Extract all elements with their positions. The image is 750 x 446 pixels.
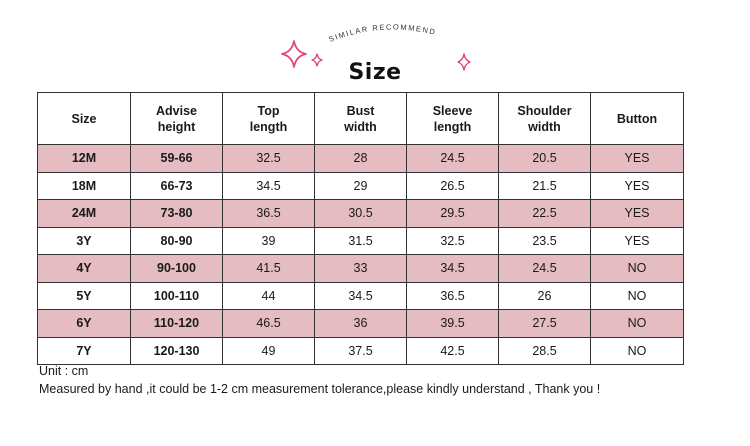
cell-sleeve-length: 32.5 [406, 226, 499, 255]
size-chart-table: Size Advise height Top length Bust width Sleeve… [37, 92, 684, 365]
page-title: Size [348, 60, 402, 85]
cell-button: YES [590, 171, 684, 200]
header-shoulder-width: Shoulder width [498, 92, 591, 145]
cell-shoulder-width: 24.5 [498, 254, 591, 283]
cell-top-length: 49 [222, 336, 315, 365]
size-chart-body: Size Advise height Top length Bust width Sleeve… [37, 92, 684, 365]
table-row: 18M 66-73 34.5 29 26.5 21.5 YES [37, 171, 684, 200]
cell-advise-height: 73-80 [130, 199, 223, 228]
table-row: 3Y 80-90 39 31.5 32.5 23.5 YES [37, 226, 684, 255]
table-header-row: Size Advise height Top length Bust width Sleeve… [37, 92, 684, 145]
cell-button: YES [590, 199, 684, 228]
cell-size: 6Y [37, 309, 131, 338]
cell-size: 5Y [37, 281, 131, 310]
cell-sleeve-length: 26.5 [406, 171, 499, 200]
cell-size: 24M [37, 199, 131, 228]
similar-recommend-arc-text: SIMILAR RECOMMEND [328, 22, 438, 43]
header-top-length-line: Top [257, 103, 280, 118]
cell-top-length: 44 [222, 281, 315, 310]
cell-bust-width: 30.5 [314, 199, 407, 228]
header-top-length-line: length [249, 119, 288, 134]
table-row: 24M 73-80 36.5 30.5 29.5 22.5 YES [37, 199, 684, 228]
cell-sleeve-length: 29.5 [406, 199, 499, 228]
cell-shoulder-width: 22.5 [498, 199, 591, 228]
header-shoulder-width-line: width [528, 119, 561, 134]
cell-advise-height: 120-130 [130, 336, 223, 365]
header-bust-width-line: width [344, 119, 377, 134]
cell-top-length: 34.5 [222, 171, 315, 200]
cell-bust-width: 31.5 [314, 226, 407, 255]
cell-button: YES [590, 144, 684, 173]
header-sleeve-length-line: length [433, 119, 472, 134]
header-shoulder-width-line: Shoulder [517, 103, 572, 118]
cell-size: 18M [37, 171, 131, 200]
cell-shoulder-width: 21.5 [498, 171, 591, 200]
cell-size: 12M [37, 144, 131, 173]
cell-button: NO [590, 309, 684, 338]
cell-shoulder-width: 26 [498, 281, 591, 310]
cell-size: 4Y [37, 254, 131, 283]
cell-shoulder-width: 23.5 [498, 226, 591, 255]
cell-advise-height: 66-73 [130, 171, 223, 200]
right-sparkle-icon [457, 53, 471, 71]
header-bust-width-line: Bust [346, 103, 375, 118]
header-bust-width: Bust width [314, 92, 407, 145]
header-advise-height-line: Advise [156, 103, 197, 118]
cell-sleeve-length: 34.5 [406, 254, 499, 283]
header-advise-height-line: height [157, 119, 196, 134]
table-row: 12M 59-66 32.5 28 24.5 20.5 YES [37, 144, 684, 173]
cell-top-length: 41.5 [222, 254, 315, 283]
header-button-line: Button [616, 111, 658, 126]
cell-shoulder-width: 28.5 [498, 336, 591, 365]
header-size-line: Size [71, 111, 97, 126]
cell-button: NO [590, 281, 684, 310]
measurement-note: Measured by hand ,it could be 1-2 cm mea… [39, 382, 601, 396]
cell-button: NO [590, 336, 684, 365]
cell-sleeve-length: 42.5 [406, 336, 499, 365]
cell-top-length: 46.5 [222, 309, 315, 338]
header-top-length: Top length [222, 92, 315, 145]
cell-sleeve-length: 36.5 [406, 281, 499, 310]
cell-sleeve-length: 24.5 [406, 144, 499, 173]
cell-bust-width: 28 [314, 144, 407, 173]
cell-bust-width: 34.5 [314, 281, 407, 310]
table-row: 5Y 100-110 44 34.5 36.5 26 NO [37, 281, 684, 310]
cell-bust-width: 37.5 [314, 336, 407, 365]
cell-button: NO [590, 254, 684, 283]
header-button: Button [590, 92, 684, 145]
header-advise-height: Advise height [130, 92, 223, 145]
header-decoration: SIMILAR RECOMMEND [281, 22, 471, 71]
small-sparkle-icon [311, 53, 323, 67]
header-sleeve-length: Sleeve length [406, 92, 499, 145]
cell-shoulder-width: 27.5 [498, 309, 591, 338]
cell-advise-height: 80-90 [130, 226, 223, 255]
header-sleeve-length-line: Sleeve [432, 103, 473, 118]
cell-advise-height: 110-120 [130, 309, 223, 338]
large-sparkle-icon [281, 40, 307, 68]
cell-sleeve-length: 39.5 [406, 309, 499, 338]
cell-size: 3Y [37, 226, 131, 255]
table-row: 4Y 90-100 41.5 33 34.5 24.5 NO [37, 254, 684, 283]
cell-size: 7Y [37, 336, 131, 365]
cell-top-length: 39 [222, 226, 315, 255]
cell-button: YES [590, 226, 684, 255]
cell-advise-height: 90-100 [130, 254, 223, 283]
table-row: 7Y 120-130 49 37.5 42.5 28.5 NO [37, 336, 684, 365]
cell-advise-height: 100-110 [130, 281, 223, 310]
header-size: Size [37, 92, 131, 145]
cell-shoulder-width: 20.5 [498, 144, 591, 173]
cell-advise-height: 59-66 [130, 144, 223, 173]
unit-label: Unit : cm [39, 364, 89, 378]
table-row: 6Y 110-120 46.5 36 39.5 27.5 NO [37, 309, 684, 338]
cell-top-length: 36.5 [222, 199, 315, 228]
cell-top-length: 32.5 [222, 144, 315, 173]
cell-bust-width: 29 [314, 171, 407, 200]
cell-bust-width: 36 [314, 309, 407, 338]
cell-bust-width: 33 [314, 254, 407, 283]
